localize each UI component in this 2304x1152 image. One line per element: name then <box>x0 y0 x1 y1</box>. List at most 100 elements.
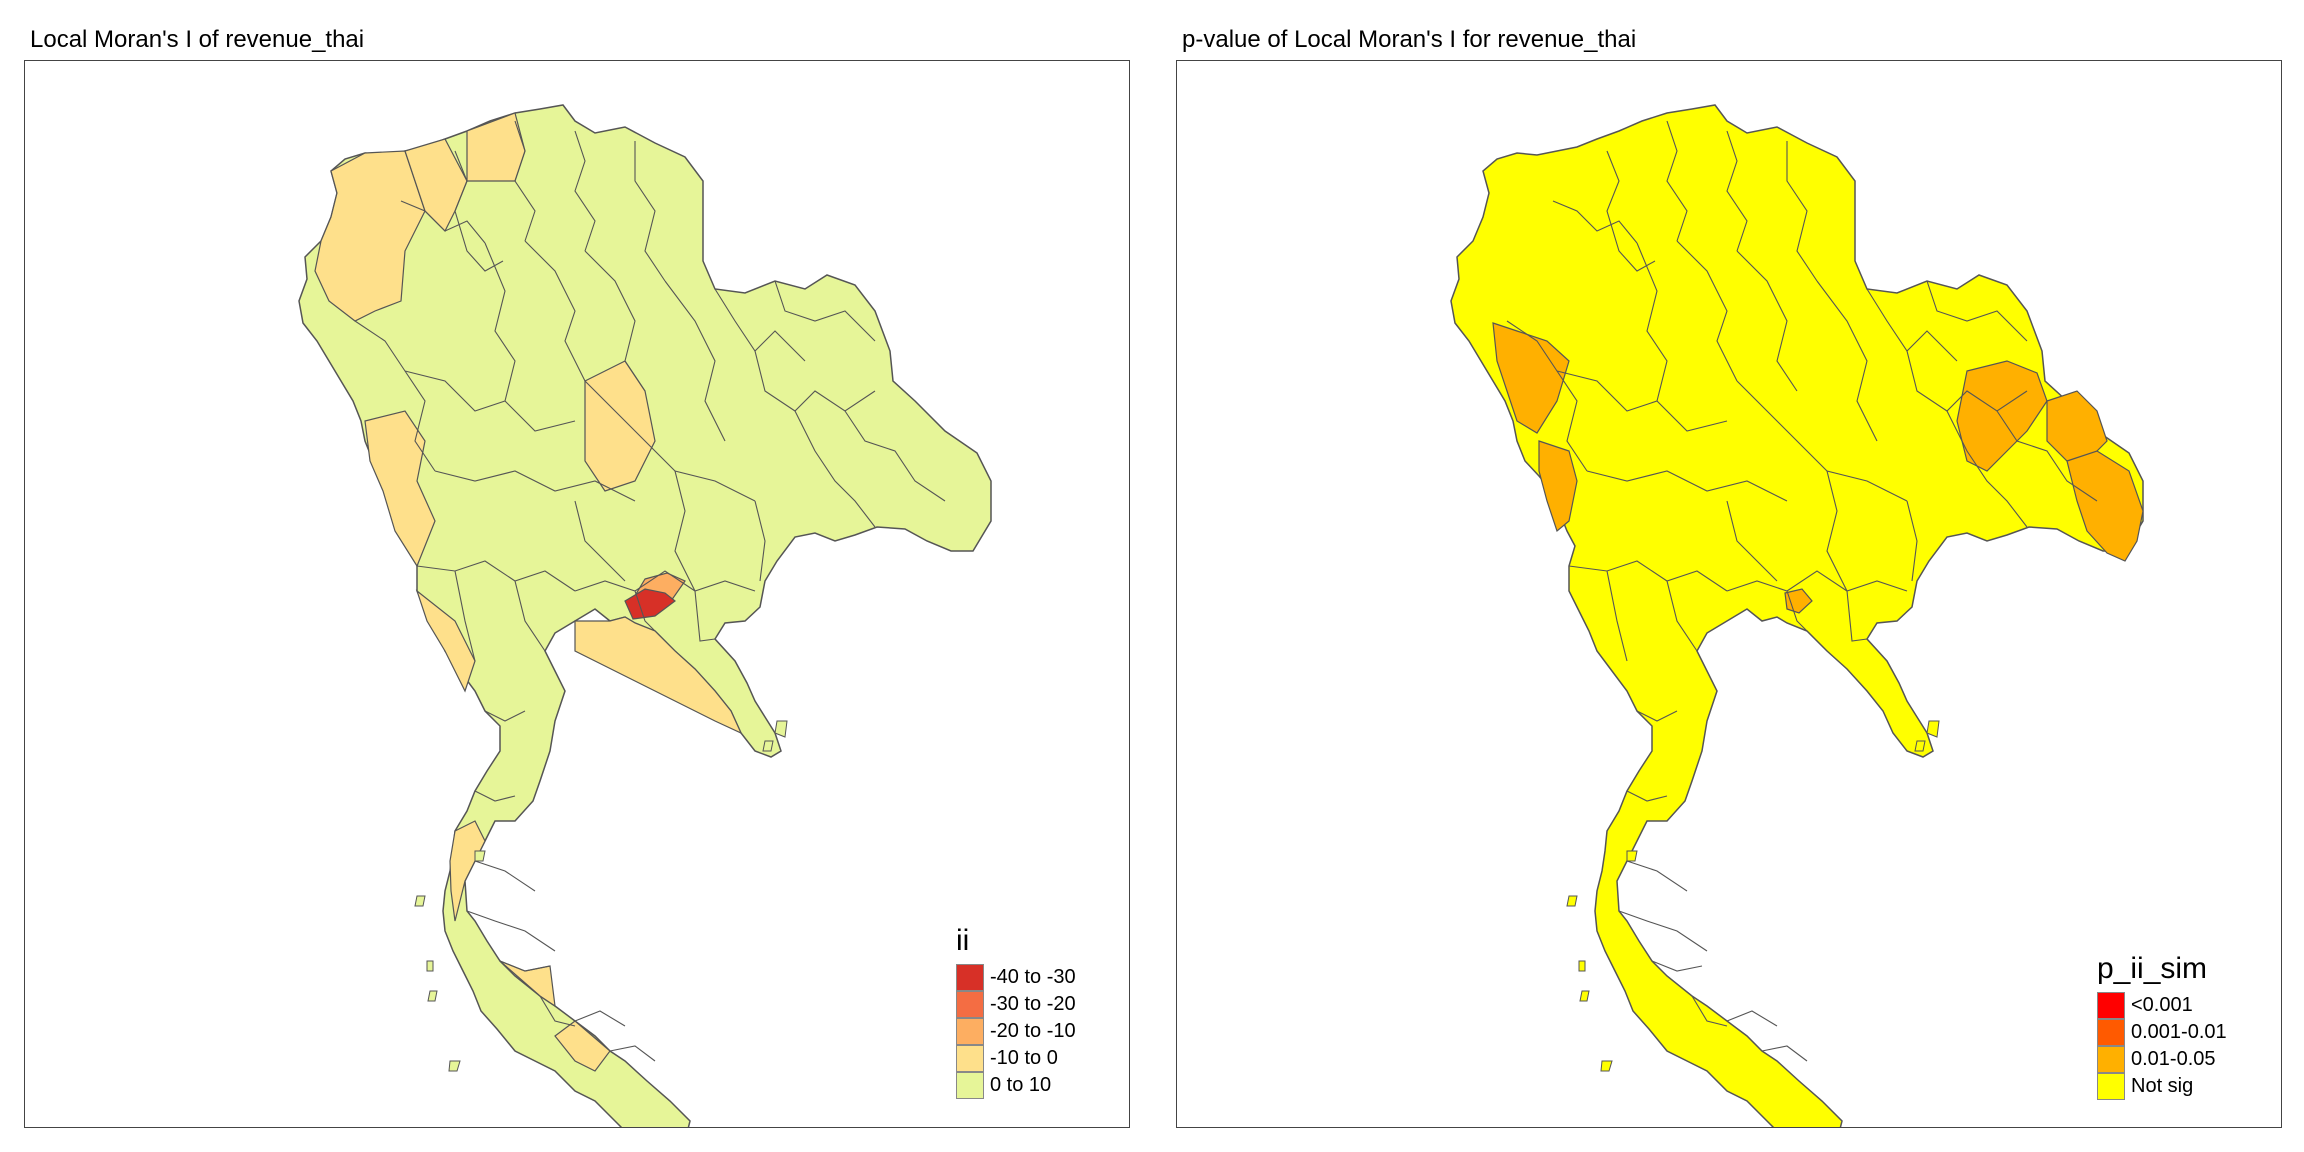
left-island <box>448 1060 461 1072</box>
right-province-border <box>1506 320 1588 472</box>
left-province-border <box>754 350 876 412</box>
left-province-border <box>574 570 756 592</box>
left-province-region[interactable] <box>415 589 476 693</box>
right-province-border <box>1606 570 1628 662</box>
left-province-border <box>474 790 516 802</box>
right-province-border <box>1606 150 1656 272</box>
right-legend-swatch <box>2097 992 2125 1019</box>
right-legend-swatch <box>2097 1019 2125 1046</box>
right-legend-label: <0.001 <box>2131 994 2193 1016</box>
right-map-frame[interactable] <box>1176 60 2282 1128</box>
right-legend-item: Not sig <box>2097 1073 2227 1100</box>
right-legend-label: 0.01-0.05 <box>2131 1048 2216 1070</box>
right-province-border <box>1726 130 1748 252</box>
left-island <box>774 720 788 738</box>
left-legend-item: -30 to -20 <box>956 991 1076 1018</box>
right-province-border <box>1786 590 1808 632</box>
left-province-border <box>466 910 556 952</box>
left-province-border <box>484 242 516 402</box>
right-legend-swatch <box>2097 1046 2125 1073</box>
right-province-region[interactable] <box>1492 322 1570 434</box>
left-island <box>414 895 426 907</box>
right-province-region[interactable] <box>2066 450 2144 562</box>
right-country-outline <box>1450 104 2144 1127</box>
left-province-region[interactable] <box>554 1020 611 1072</box>
left-province-border <box>454 570 476 662</box>
left-legend-item: -20 to -10 <box>956 1018 1076 1045</box>
left-province-border <box>634 141 666 282</box>
left-legend-swatch <box>956 964 984 991</box>
left-province-border <box>774 280 876 342</box>
left-province-border <box>584 380 756 502</box>
left-province-border <box>416 560 576 592</box>
left-legend-swatch <box>956 1018 984 1045</box>
left-legend: ii -40 to -30 -30 to -20 -20 to -10 -10 to … <box>956 924 1076 1099</box>
right-province-region[interactable] <box>1538 440 1578 533</box>
left-map-frame[interactable] <box>24 60 1130 1128</box>
right-map-title: p-value of Local Moran's I for revenue_t… <box>1182 26 1637 53</box>
left-province-border <box>609 1045 656 1062</box>
right-province-border <box>1726 500 1778 582</box>
left-province-border <box>574 130 596 252</box>
left-province-border <box>574 500 626 582</box>
left-province-border <box>844 410 946 502</box>
left-province-region[interactable] <box>449 820 486 922</box>
right-province-border <box>1726 570 1908 592</box>
left-thailand-map[interactable] <box>25 61 1130 1128</box>
right-province-border <box>1556 370 1728 432</box>
left-legend-label: 0 to 10 <box>990 1074 1052 1096</box>
right-province-border <box>1568 560 1728 592</box>
right-province-border <box>1618 910 1708 952</box>
left-legend-title: ii <box>956 924 970 957</box>
right-province-border <box>1816 280 1878 442</box>
left-province-border <box>674 470 696 592</box>
right-province-border <box>1736 250 1798 392</box>
left-province-border <box>454 150 504 272</box>
left-province-border <box>584 250 646 392</box>
left-legend-label: -10 to 0 <box>990 1047 1058 1069</box>
left-province-border <box>484 710 526 722</box>
left-province-border <box>664 280 726 442</box>
left-province-border <box>514 580 546 652</box>
right-province-border <box>1666 120 1688 242</box>
left-legend-swatch <box>956 991 984 1018</box>
right-province-border <box>1626 790 1668 802</box>
right-legend-label: Not sig <box>2131 1075 2194 1097</box>
left-province-border <box>474 860 536 892</box>
right-province-border <box>1726 1010 1778 1027</box>
right-province-region[interactable] <box>1784 588 1813 614</box>
left-province-region[interactable] <box>574 616 743 735</box>
left-legend-item: -40 to -30 <box>956 964 1076 991</box>
right-province-border <box>1996 410 2098 502</box>
right-province-border <box>1691 995 1728 1027</box>
right-province-region[interactable] <box>2046 390 2108 462</box>
left-province-border <box>634 590 656 632</box>
right-legend-item: 0.01-0.05 <box>2097 1046 2227 1073</box>
left-legend-items: -40 to -30 -30 to -20 -20 to -10 -10 to 0 0 … <box>956 964 1076 1099</box>
right-province-border <box>1586 470 1788 502</box>
right-province-border <box>1651 960 1703 972</box>
right-province-border <box>1636 710 1678 722</box>
right-legend-label: 0.001-0.01 <box>2131 1021 2227 1043</box>
left-legend-swatch <box>956 1045 984 1072</box>
left-province-region[interactable] <box>364 410 436 568</box>
left-province-border <box>404 370 576 432</box>
right-island <box>1578 960 1586 972</box>
right-legend-title: p_ii_sim <box>2097 952 2208 985</box>
right-legend: p_ii_sim <0.001 0.001-0.01 0.01-0.05 Not si… <box>2097 952 2227 1100</box>
left-legend-item: 0 to 10 <box>956 1072 1076 1099</box>
right-map-group <box>1450 104 2144 1127</box>
left-province-border <box>354 320 436 472</box>
right-legend-swatch <box>2097 1073 2125 1100</box>
right-thailand-map[interactable] <box>1177 61 2282 1128</box>
left-legend-label: -30 to -20 <box>990 993 1076 1015</box>
right-island <box>1626 850 1638 862</box>
right-province-border <box>1676 240 1738 382</box>
left-legend-item: -10 to 0 <box>956 1045 1076 1072</box>
right-island <box>1579 990 1590 1002</box>
right-province-border <box>1761 1045 1808 1062</box>
right-province-border <box>1626 860 1688 892</box>
left-province-border <box>524 240 586 382</box>
right-province-border <box>1846 590 1868 642</box>
left-province-region[interactable] <box>624 588 676 620</box>
